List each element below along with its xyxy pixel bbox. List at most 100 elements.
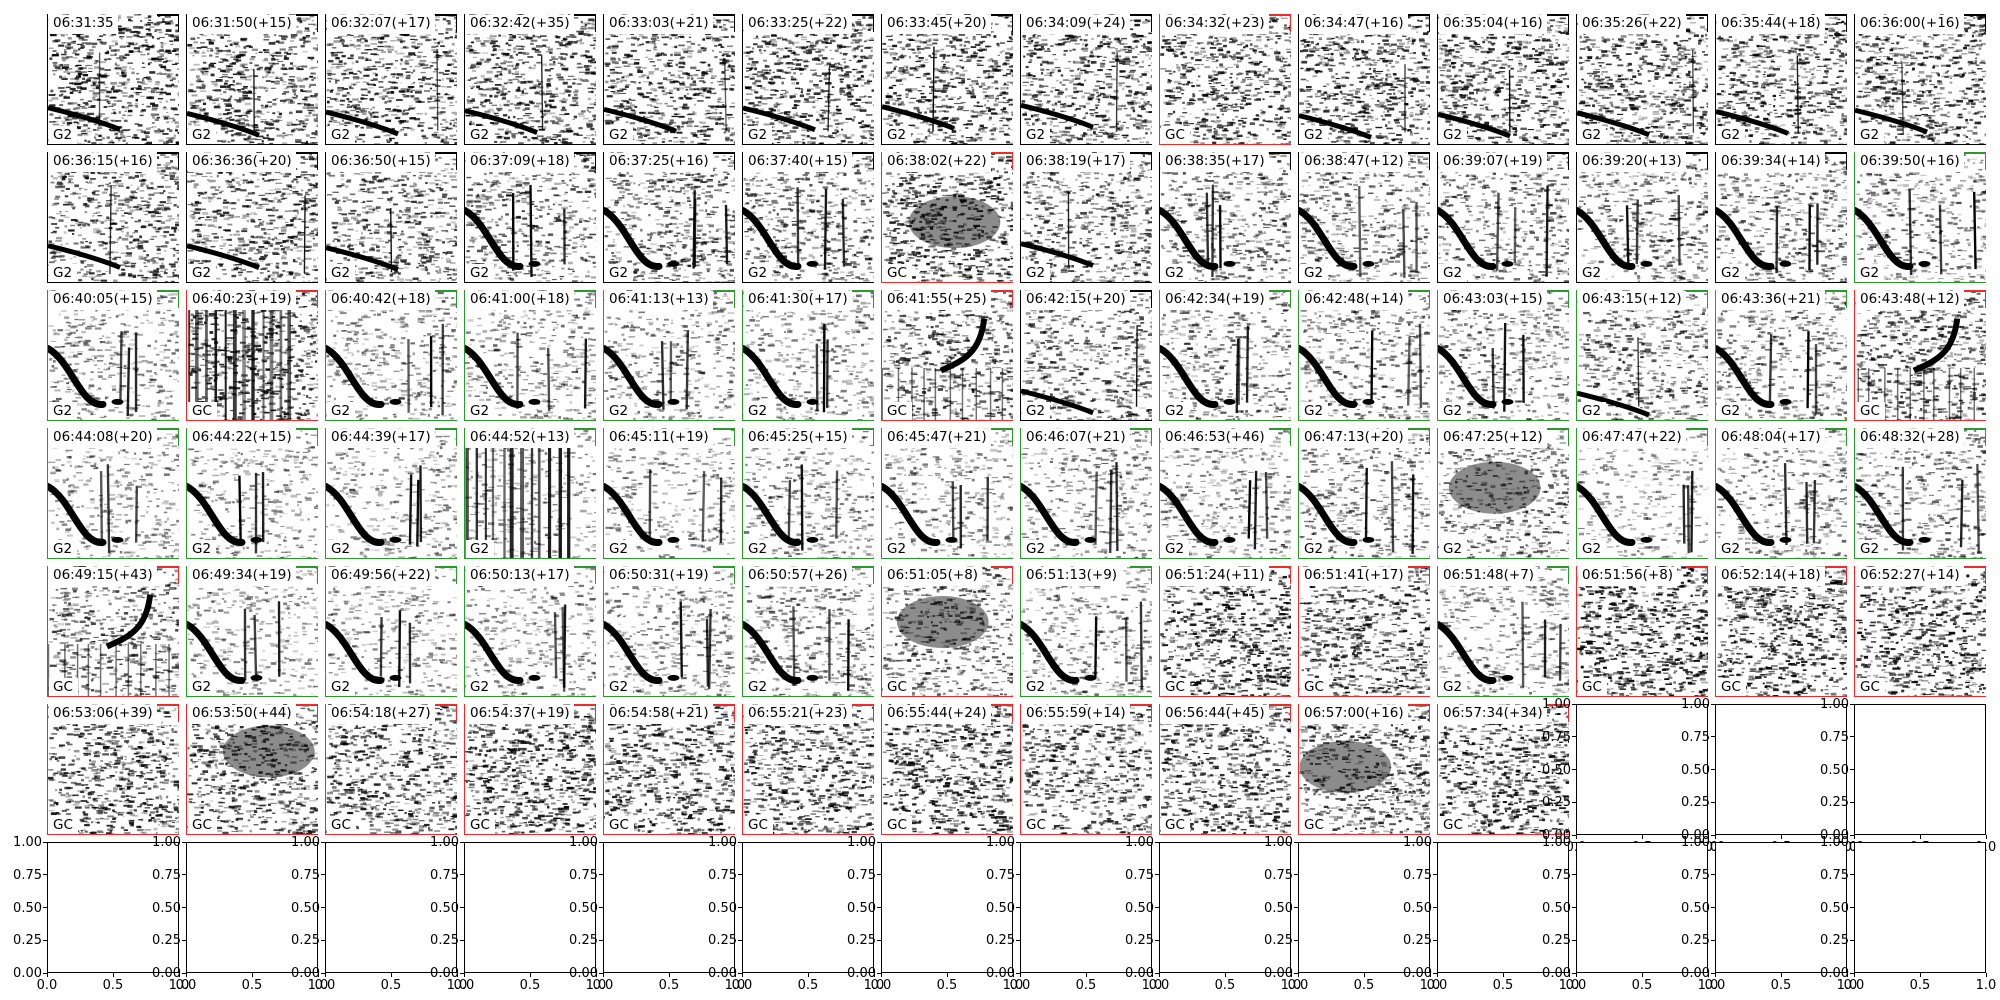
spectrogram-panel: 06:51:13(+9) G2 xyxy=(1020,566,1152,697)
panel-timestamp-label: 06:43:15(+12) xyxy=(1578,291,1686,310)
y-tick-mark xyxy=(321,939,325,941)
x-tick-label: 1.0 xyxy=(1279,979,1303,992)
x-tick-mark xyxy=(1641,835,1643,839)
y-tick-label: 1.00 xyxy=(843,836,876,849)
panel-timestamp-label: 06:49:56(+22) xyxy=(327,567,435,586)
panel-class-tag: G2 xyxy=(1439,126,1468,144)
y-tick-mark xyxy=(460,874,464,876)
y-tick-mark xyxy=(321,874,325,876)
y-tick-label: 0.25 xyxy=(148,934,181,947)
spectrogram-panel: 06:49:34(+19) G2 xyxy=(186,566,318,697)
y-tick-mark xyxy=(460,972,464,974)
panel-frame-right xyxy=(1289,704,1291,722)
panel-frame-top xyxy=(991,566,1013,568)
x-tick-label: 1.0 xyxy=(1835,979,1859,992)
panel-frame-top xyxy=(1825,566,1847,568)
y-tick-mark xyxy=(1572,874,1576,876)
empty-axes xyxy=(603,842,735,973)
spectrogram-panel: 06:50:13(+17) G2 xyxy=(464,566,596,697)
y-tick-label: 1.00 xyxy=(1538,698,1571,711)
panel-frame-right xyxy=(1845,152,1847,170)
panel-timestamp-label: 06:50:31(+19) xyxy=(605,567,713,586)
y-tick-mark xyxy=(1850,703,1854,705)
spectrogram-panel: 06:35:26(+22) G2 xyxy=(1576,14,1708,145)
panel-class-tag: G2 xyxy=(466,126,495,144)
y-tick-mark xyxy=(877,907,881,908)
y-tick-mark xyxy=(1572,907,1576,908)
panel-timestamp-label: 06:55:21(+23) xyxy=(744,705,852,724)
panel-frame-right xyxy=(733,152,735,170)
spectrogram-panel: 06:40:05(+15) G2 xyxy=(47,290,179,421)
x-tick-mark xyxy=(1919,835,1921,839)
panel-class-tag: G2 xyxy=(49,264,78,282)
panel-class-tag: GC xyxy=(327,816,356,834)
panel-frame-right xyxy=(1984,14,1986,32)
y-tick-mark xyxy=(1711,703,1715,705)
y-tick-mark xyxy=(1294,874,1298,876)
x-tick-label: 0.5 xyxy=(1491,979,1515,992)
panel-class-tag: G2 xyxy=(327,678,356,696)
panel-class-tag: GC xyxy=(883,816,912,834)
spectrogram-panel: 06:51:48(+7) G2 xyxy=(1437,566,1569,697)
panel-frame-top xyxy=(852,566,874,568)
y-tick-mark xyxy=(1850,939,1854,941)
y-tick-mark xyxy=(1294,972,1298,974)
x-tick-label: 0.0 xyxy=(591,979,615,992)
panel-frame-right xyxy=(1150,428,1152,446)
x-tick-mark xyxy=(1502,973,1504,977)
spectrogram-panel: 06:40:42(+18) G2 xyxy=(325,290,457,421)
spectrogram-image xyxy=(882,704,1013,834)
spectrogram-image xyxy=(1299,704,1430,834)
y-tick-label: 0.50 xyxy=(1260,902,1293,915)
y-tick-mark xyxy=(1294,841,1298,843)
panel-class-tag: G2 xyxy=(1578,126,1607,144)
y-tick-label: 0.75 xyxy=(1538,731,1571,744)
y-tick-label: 1.00 xyxy=(426,836,459,849)
panel-frame-right xyxy=(1845,566,1847,584)
panel-frame-top xyxy=(574,428,596,430)
panel-frame-right xyxy=(1706,14,1708,32)
panel-class-tag: G2 xyxy=(49,540,78,558)
panel-frame-right xyxy=(594,152,596,170)
panel-timestamp-label: 06:44:08(+20) xyxy=(49,429,157,448)
panel-frame-right xyxy=(177,14,179,32)
y-tick-mark xyxy=(738,841,742,843)
panel-frame-top xyxy=(991,704,1013,706)
y-tick-mark xyxy=(43,907,47,908)
panel-frame-top xyxy=(1686,290,1708,292)
empty-axes xyxy=(47,842,179,973)
panel-timestamp-label: 06:41:30(+17) xyxy=(744,291,852,310)
x-tick-mark xyxy=(1853,835,1855,839)
y-tick-label: 0.25 xyxy=(704,934,737,947)
y-tick-label: 1.00 xyxy=(148,836,181,849)
panel-frame-right xyxy=(1150,290,1152,308)
x-tick-label: 0.5 xyxy=(379,979,403,992)
panel-timestamp-label: 06:38:35(+17) xyxy=(1161,153,1269,172)
spectrogram-image xyxy=(1438,14,1569,144)
y-tick-label: 0.00 xyxy=(843,967,876,980)
panel-timestamp-label: 06:39:20(+13) xyxy=(1578,153,1686,172)
panel-class-tag: GC xyxy=(1856,402,1885,420)
panel-frame-top xyxy=(852,704,874,706)
spectrogram-panel: 06:35:04(+16) G2 xyxy=(1437,14,1569,145)
y-tick-label: 0.75 xyxy=(704,869,737,882)
panel-timestamp-label: 06:43:36(+21) xyxy=(1717,291,1825,310)
x-tick-mark xyxy=(1012,973,1014,977)
panel-frame-top xyxy=(574,704,596,706)
panel-class-tag: G2 xyxy=(1161,264,1190,282)
y-tick-label: 0.50 xyxy=(982,902,1015,915)
panel-timestamp-label: 06:54:37(+19) xyxy=(466,705,574,724)
panel-timestamp-label: 06:51:41(+17) xyxy=(1300,567,1408,586)
panel-frame-top xyxy=(1130,566,1152,568)
y-tick-label: 0.75 xyxy=(1538,869,1571,882)
x-tick-label: 0.0 xyxy=(174,979,198,992)
spectrogram-panel: 06:34:47(+16) G2 xyxy=(1298,14,1430,145)
y-tick-label: 0.25 xyxy=(982,934,1015,947)
y-tick-label: 0.00 xyxy=(704,967,737,980)
panel-timestamp-label: 06:39:50(+16) xyxy=(1856,153,1964,172)
panel-class-tag: G2 xyxy=(1022,678,1051,696)
panel-class-tag: G2 xyxy=(49,402,78,420)
panel-frame-right xyxy=(733,566,735,584)
y-tick-mark xyxy=(182,972,186,974)
y-tick-mark xyxy=(1016,907,1020,908)
